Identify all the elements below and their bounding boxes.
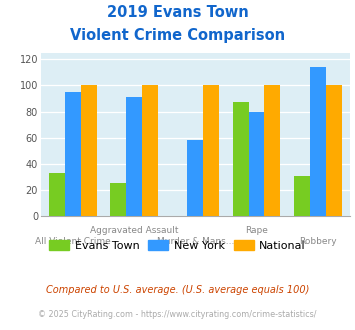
Bar xyxy=(203,85,219,216)
Legend: Evans Town, New York, National: Evans Town, New York, National xyxy=(45,235,310,255)
Text: Robbery: Robbery xyxy=(299,237,337,247)
Bar xyxy=(294,176,310,216)
Text: Violent Crime Comparison: Violent Crime Comparison xyxy=(70,28,285,43)
Text: © 2025 CityRating.com - https://www.cityrating.com/crime-statistics/: © 2025 CityRating.com - https://www.city… xyxy=(38,310,317,319)
Bar xyxy=(326,85,342,216)
Bar xyxy=(65,92,81,216)
Bar xyxy=(233,102,248,216)
Text: Aggravated Assault: Aggravated Assault xyxy=(90,226,178,235)
Bar xyxy=(248,112,264,216)
Text: Compared to U.S. average. (U.S. average equals 100): Compared to U.S. average. (U.S. average … xyxy=(46,285,309,295)
Text: 2019 Evans Town: 2019 Evans Town xyxy=(106,5,248,20)
Bar xyxy=(126,97,142,216)
Bar xyxy=(110,183,126,216)
Text: All Violent Crime: All Violent Crime xyxy=(35,237,110,247)
Bar xyxy=(49,173,65,216)
Bar xyxy=(187,140,203,216)
Text: Murder & Mans...: Murder & Mans... xyxy=(157,237,234,247)
Bar xyxy=(310,67,326,216)
Bar xyxy=(81,85,97,216)
Bar xyxy=(142,85,158,216)
Text: Rape: Rape xyxy=(245,226,268,235)
Bar xyxy=(264,85,280,216)
